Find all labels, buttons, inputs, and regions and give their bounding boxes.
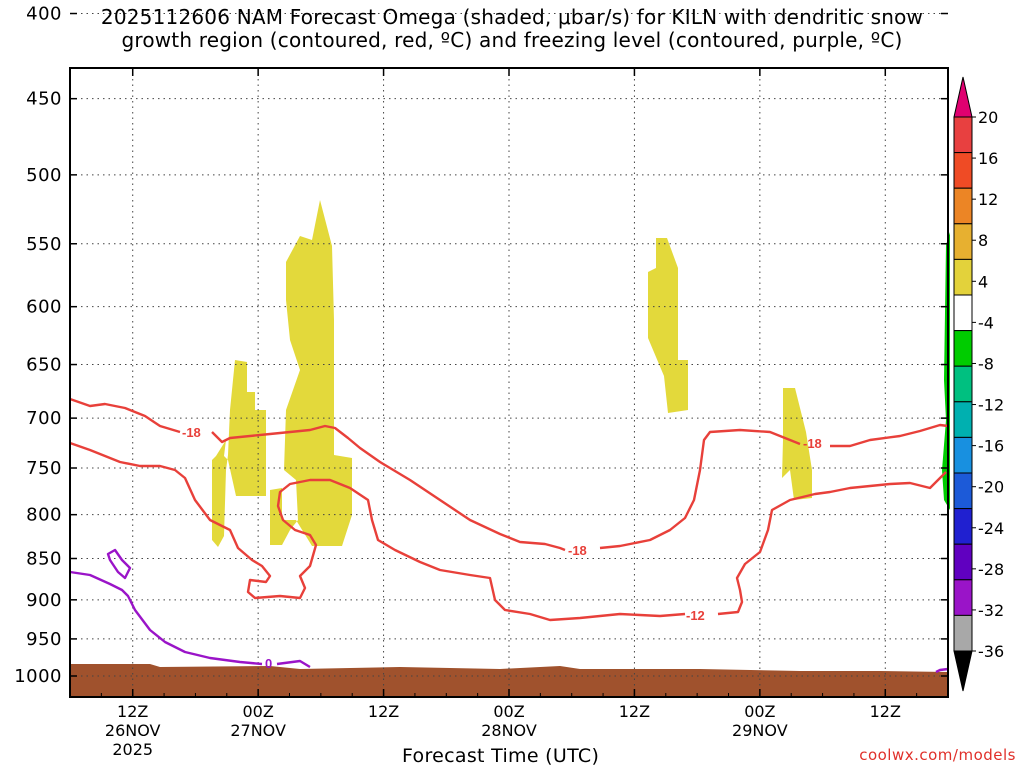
colorbar-bottom-arrow bbox=[953, 650, 973, 692]
y-tick-label-750: 750 bbox=[26, 458, 62, 479]
colorbar-swatch bbox=[953, 401, 973, 438]
contour-label-dgz-bottom: -12 bbox=[686, 608, 705, 623]
colorbar-label: 4 bbox=[978, 272, 988, 291]
y-tick-label-800: 800 bbox=[26, 505, 62, 526]
y-tick-label-700: 700 bbox=[26, 408, 62, 429]
y-tick-label-550: 550 bbox=[26, 234, 62, 255]
colorbar-swatch bbox=[953, 365, 973, 403]
colorbar-label: -8 bbox=[978, 354, 994, 373]
y-tick-label-950: 950 bbox=[26, 629, 62, 650]
colorbar-swatch bbox=[953, 436, 973, 474]
x-tick-label: 12Z bbox=[368, 702, 399, 721]
colorbar-swatch bbox=[953, 258, 973, 296]
yellow-omega-area-3 bbox=[648, 238, 688, 413]
omega-shading bbox=[212, 200, 950, 547]
x-tick-date-label: 28NOV bbox=[481, 721, 537, 740]
title-line-2: growth region (contoured, red, ºC) and f… bbox=[121, 28, 903, 52]
colorbar-swatch bbox=[953, 543, 973, 581]
grid-lines bbox=[70, 13, 948, 697]
x-tick-date-label: 27NOV bbox=[230, 721, 286, 740]
title-line-1: 2025112606 NAM Forecast Omega (shaded, μ… bbox=[100, 5, 924, 29]
yellow-omega-area-1 bbox=[212, 360, 266, 547]
terrain-surface bbox=[70, 664, 948, 697]
colorbar-label: 20 bbox=[978, 108, 998, 127]
dgz-bottom-contour bbox=[69, 441, 947, 622]
colorbar-swatch bbox=[953, 294, 973, 332]
colorbar-swatch bbox=[953, 508, 973, 545]
colorbar-label: -28 bbox=[978, 560, 1004, 579]
x-tick-label: 00Z bbox=[493, 702, 524, 721]
colorbar-label: 8 bbox=[978, 231, 988, 250]
colorbar-top-arrow bbox=[953, 76, 973, 118]
freezing-level-contour bbox=[69, 548, 949, 674]
colorbar: 20 16 12 8 4 -4 -8 -12 -16 -20 -24 -28 -32 -36 bbox=[953, 76, 1004, 692]
x-tick-label: 12Z bbox=[619, 702, 650, 721]
colorbar-label: -20 bbox=[978, 478, 1004, 497]
contour-label-dgz-top-1: -18 bbox=[182, 425, 201, 440]
x-tick-year-label: 2025 bbox=[112, 740, 153, 759]
colorbar-label: -12 bbox=[978, 396, 1004, 415]
y-tick-label-600: 600 bbox=[26, 297, 62, 318]
y-axis: 2503003504004505005506006507007508008509… bbox=[14, 4, 948, 687]
colorbar-swatch bbox=[953, 579, 973, 616]
x-tick-label: 00Z bbox=[242, 702, 273, 721]
colorbar-swatch bbox=[953, 223, 973, 260]
x-tick-date-label: 26NOV bbox=[105, 721, 161, 740]
contours bbox=[69, 397, 949, 674]
colorbar-swatch bbox=[953, 472, 973, 510]
colorbar-label: -4 bbox=[978, 313, 994, 332]
x-tick-label: 12Z bbox=[870, 702, 901, 721]
y-tick-label-650: 650 bbox=[26, 355, 62, 376]
contour-labels: -18 -18 -18 -12 0 bbox=[182, 425, 822, 671]
y-tick-label-400: 400 bbox=[26, 4, 62, 25]
x-tick-date-label: 29NOV bbox=[732, 721, 788, 740]
colorbar-swatch bbox=[953, 116, 973, 154]
credit-link[interactable]: coolwx.com/models bbox=[859, 746, 1016, 764]
x-tick-label: 12Z bbox=[117, 702, 148, 721]
colorbar-swatch bbox=[953, 152, 973, 189]
chart-title: 2025112606 NAM Forecast Omega (shaded, μ… bbox=[0, 6, 1024, 52]
colorbar-label: 12 bbox=[978, 190, 998, 209]
y-tick-label-900: 900 bbox=[26, 590, 62, 611]
y-tick-label-850: 850 bbox=[26, 548, 62, 569]
dgz-top-contour bbox=[69, 397, 949, 552]
colorbar-swatch bbox=[953, 187, 973, 225]
colorbar-label: -36 bbox=[978, 642, 1004, 661]
x-tick-label: 00Z bbox=[744, 702, 775, 721]
contour-label-dgz-top-2: -18 bbox=[568, 543, 587, 558]
contour-label-freezing-level: 0 bbox=[265, 656, 272, 671]
y-tick-label-1000: 1000 bbox=[14, 666, 62, 687]
colorbar-label: -24 bbox=[978, 519, 1004, 538]
y-tick-label-450: 450 bbox=[26, 89, 62, 110]
colorbar-label: -16 bbox=[978, 437, 1004, 456]
contour-label-dgz-top-3: -18 bbox=[803, 436, 822, 451]
colorbar-label: -32 bbox=[978, 601, 1004, 620]
colorbar-label: 16 bbox=[978, 149, 998, 168]
yellow-omega-area-2 bbox=[270, 200, 352, 546]
colorbar-swatch bbox=[953, 330, 973, 367]
x-axis-label: Forecast Time (UTC) bbox=[402, 745, 600, 767]
y-tick-label-500: 500 bbox=[26, 165, 62, 186]
colorbar-swatch bbox=[953, 614, 973, 652]
